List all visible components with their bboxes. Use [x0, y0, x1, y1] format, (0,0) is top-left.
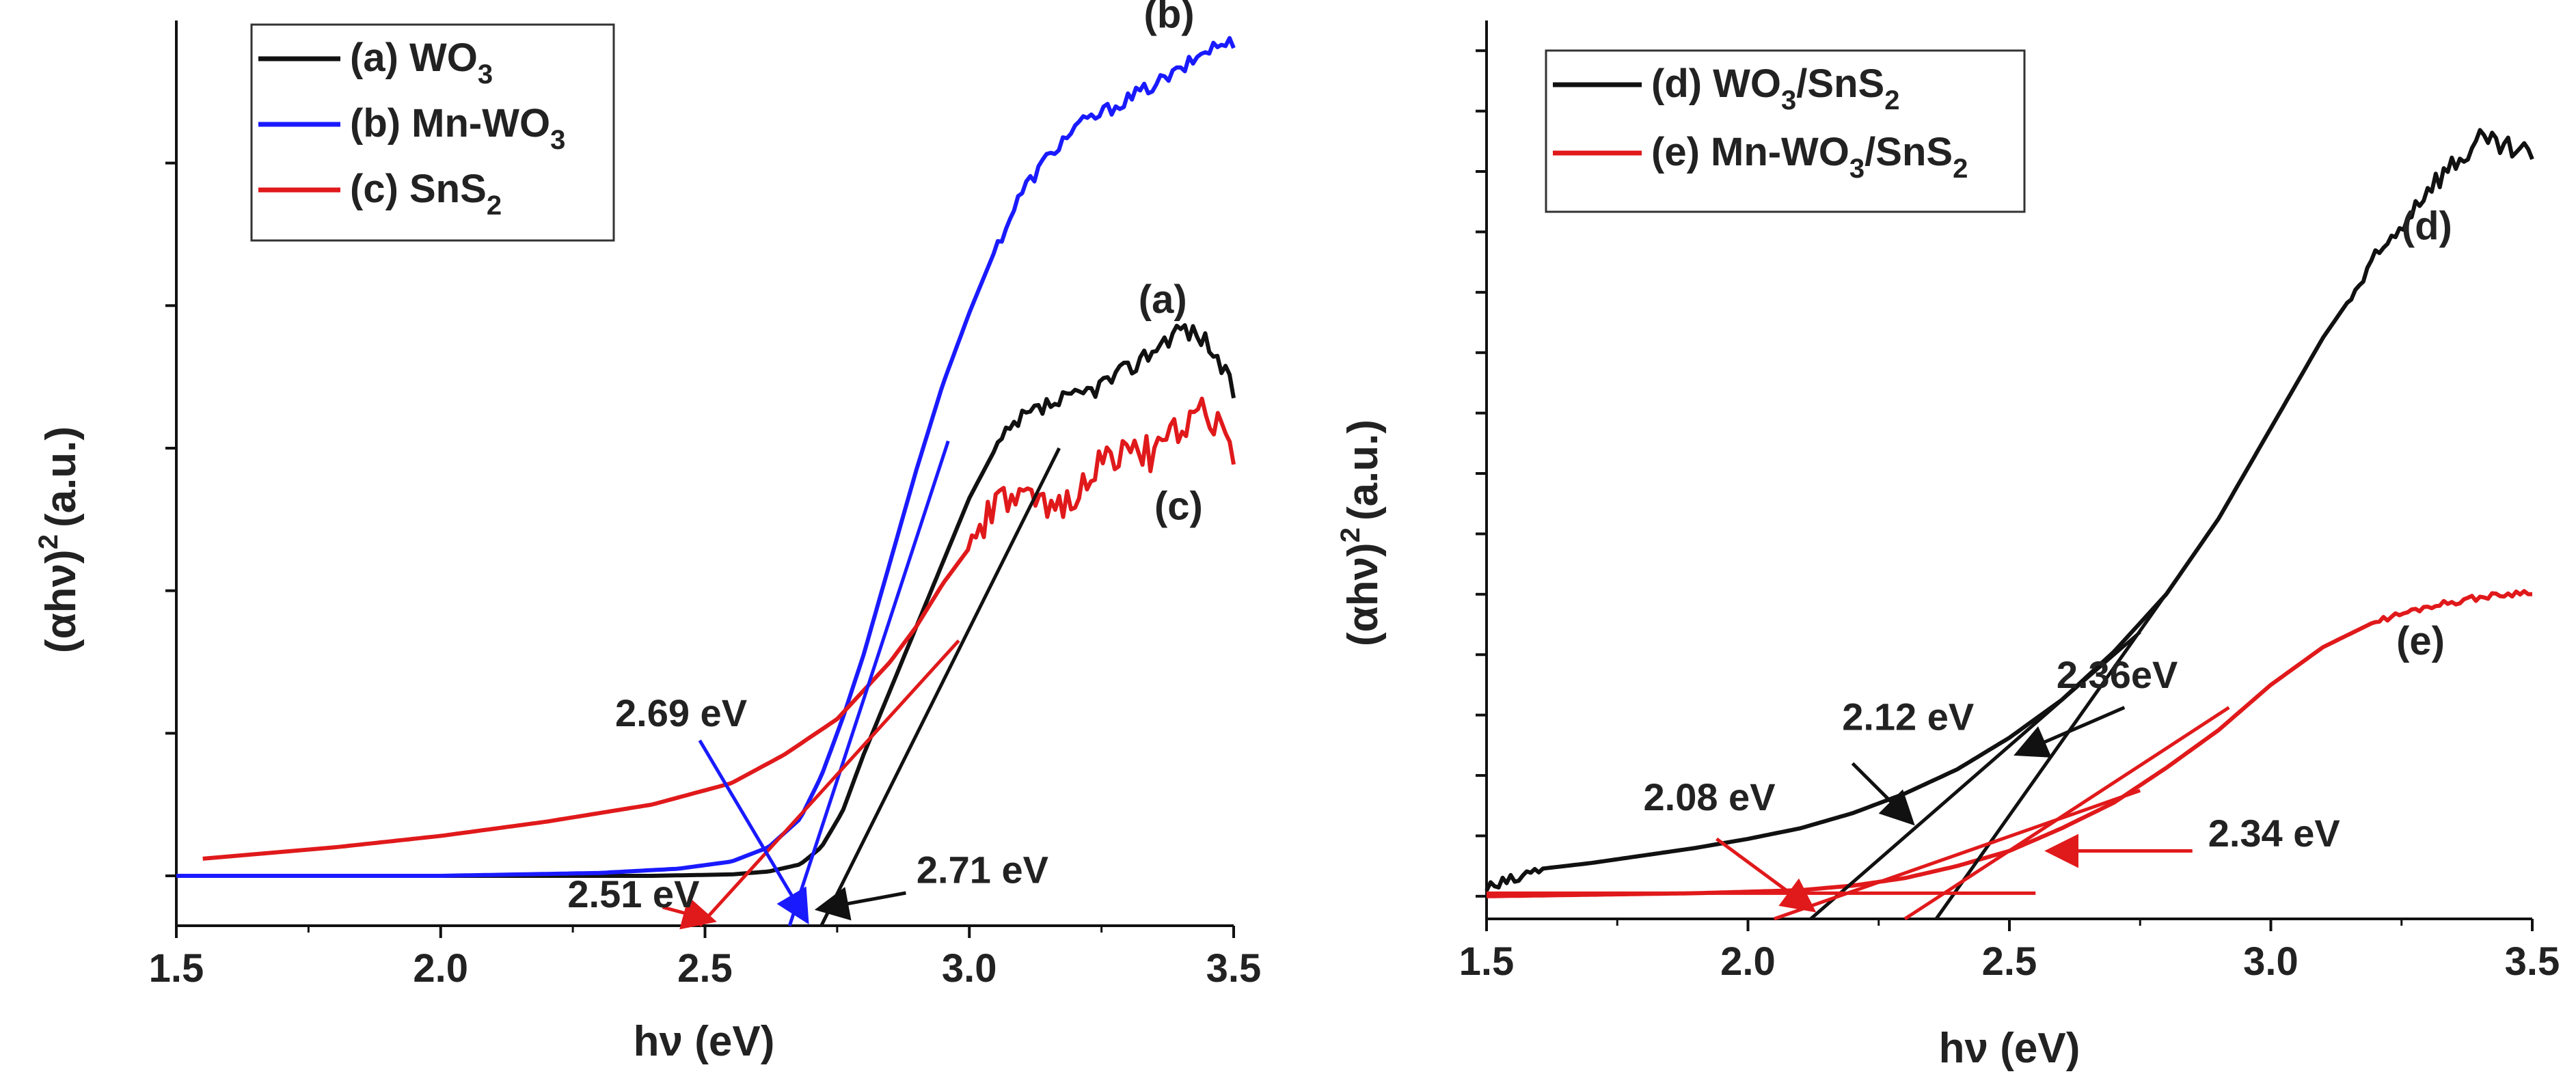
- annotation-label: 2.34 eV: [2208, 812, 2340, 855]
- left-y-axis-title-sup: 2: [33, 534, 64, 549]
- right-y-axis-title-suffix: (a.u.): [1340, 419, 1387, 521]
- right-y-axis-title-sup: 2: [1336, 527, 1366, 542]
- left-y-axis-title-suffix: (a.u.): [38, 426, 85, 527]
- right-plot-area: 1.5 2.0 2.5 3.0 3.5 (d) (e) 2.08 eV 2.12 eV 2.36e…: [1459, 20, 2560, 984]
- curve-label: (a): [1139, 277, 1187, 322]
- curve-label: (d): [2402, 204, 2452, 248]
- x-tick-label: 2.5: [1982, 939, 2037, 984]
- right-y-axis-title: (αhν)2 (a.u.): [1336, 419, 1387, 646]
- tangent-fit-line: [1809, 631, 2141, 920]
- annotation-arrow: [662, 896, 717, 930]
- series-line--a-wo3: [176, 323, 1236, 878]
- x-tick-label: 3.0: [2243, 939, 2299, 984]
- annotation-arrow: [698, 739, 809, 925]
- x-tick-label: 3.0: [942, 946, 997, 991]
- series-line--b-mn-wo3: [176, 36, 1236, 878]
- x-tick-label: 1.5: [149, 946, 204, 991]
- annotation-label: 2.69 eV: [615, 691, 747, 734]
- curve-label: (e): [2396, 619, 2445, 663]
- series-line--c-sns2: [202, 396, 1236, 861]
- curve-label: (b): [1144, 0, 1195, 36]
- legend-label: (d) WO3/SnS2: [1651, 61, 1899, 115]
- legend-label: (c) SnS2: [350, 167, 502, 221]
- right-legend-box: [1545, 49, 2026, 213]
- annotation-label: 2.08 eV: [1644, 775, 1776, 818]
- annotation-label: 2.12 eV: [1842, 695, 1974, 739]
- right-x-axis-title: hν (eV): [1939, 1025, 2080, 1072]
- series-line--d-wo3-sns2: [1484, 128, 2534, 892]
- x-tick-label: 2.5: [677, 946, 733, 991]
- svg-text:(αhν)2(a.u.): (αhν)2 (a.u.): [1336, 419, 1387, 646]
- right-y-axis-title-main: (αhν): [1340, 542, 1387, 646]
- tangent-fit-line: [1773, 788, 2141, 921]
- legend-label: (b) Mn-WO3: [350, 101, 565, 155]
- annotation-label: 2.51 eV: [567, 872, 699, 915]
- annotation-arrow: [1716, 837, 1817, 913]
- right-chart-panel: 1.5 2.0 2.5 3.0 3.5 (d) (e) 2.08 eV 2.12 eV 2.36e…: [1336, 20, 2560, 1072]
- tangent-fit-line: [819, 447, 1061, 927]
- annotation-arrow: [814, 887, 906, 921]
- annotation-arrow: [1851, 762, 1915, 826]
- left-chart-panel: 1.5 2.0 2.5 3.0 3.5 (a) (b) (c) 2.69 eV 2.71 eV 2.…: [33, 0, 1261, 1065]
- left-x-axis-title: hν (eV): [634, 1018, 775, 1065]
- left-y-axis-title-main: (αhν): [38, 549, 85, 653]
- x-tick-label: 3.5: [1206, 946, 1262, 991]
- x-tick-label: 2.0: [413, 946, 468, 991]
- legend-label: (a) WO3: [350, 36, 493, 89]
- tangent-fit-line: [787, 440, 950, 926]
- tangent-fit-line: [1903, 706, 2230, 921]
- tangent-fit-line: [1934, 570, 2184, 920]
- svg-text:(αhν)2(a.u.): (αhν)2 (a.u.): [33, 426, 85, 653]
- left-legend: (a) WO3 (b) Mn-WO3 (c) SnS2: [258, 36, 565, 221]
- left-y-axis-title: (αhν)2 (a.u.): [33, 426, 85, 653]
- x-tick-label: 1.5: [1459, 939, 1515, 984]
- x-tick-label: 3.5: [2505, 939, 2560, 984]
- x-tick-label: 2.0: [1720, 939, 1776, 984]
- left-plot-area: 1.5 2.0 2.5 3.0 3.5 (a) (b) (c) 2.69 eV 2.71 eV 2.…: [149, 0, 1262, 991]
- annotation-label: 2.71 eV: [917, 848, 1048, 891]
- tangent-fit-line: [698, 639, 960, 927]
- annotation-label: 2.36eV: [2057, 653, 2178, 696]
- curve-label: (c): [1154, 484, 1203, 528]
- legend-label: (e) Mn-WO3/SnS2: [1651, 130, 1968, 184]
- annotation-arrow: [2014, 706, 2126, 758]
- right-legend: (d) WO3/SnS2 (e) Mn-WO3/SnS2: [1553, 61, 1968, 184]
